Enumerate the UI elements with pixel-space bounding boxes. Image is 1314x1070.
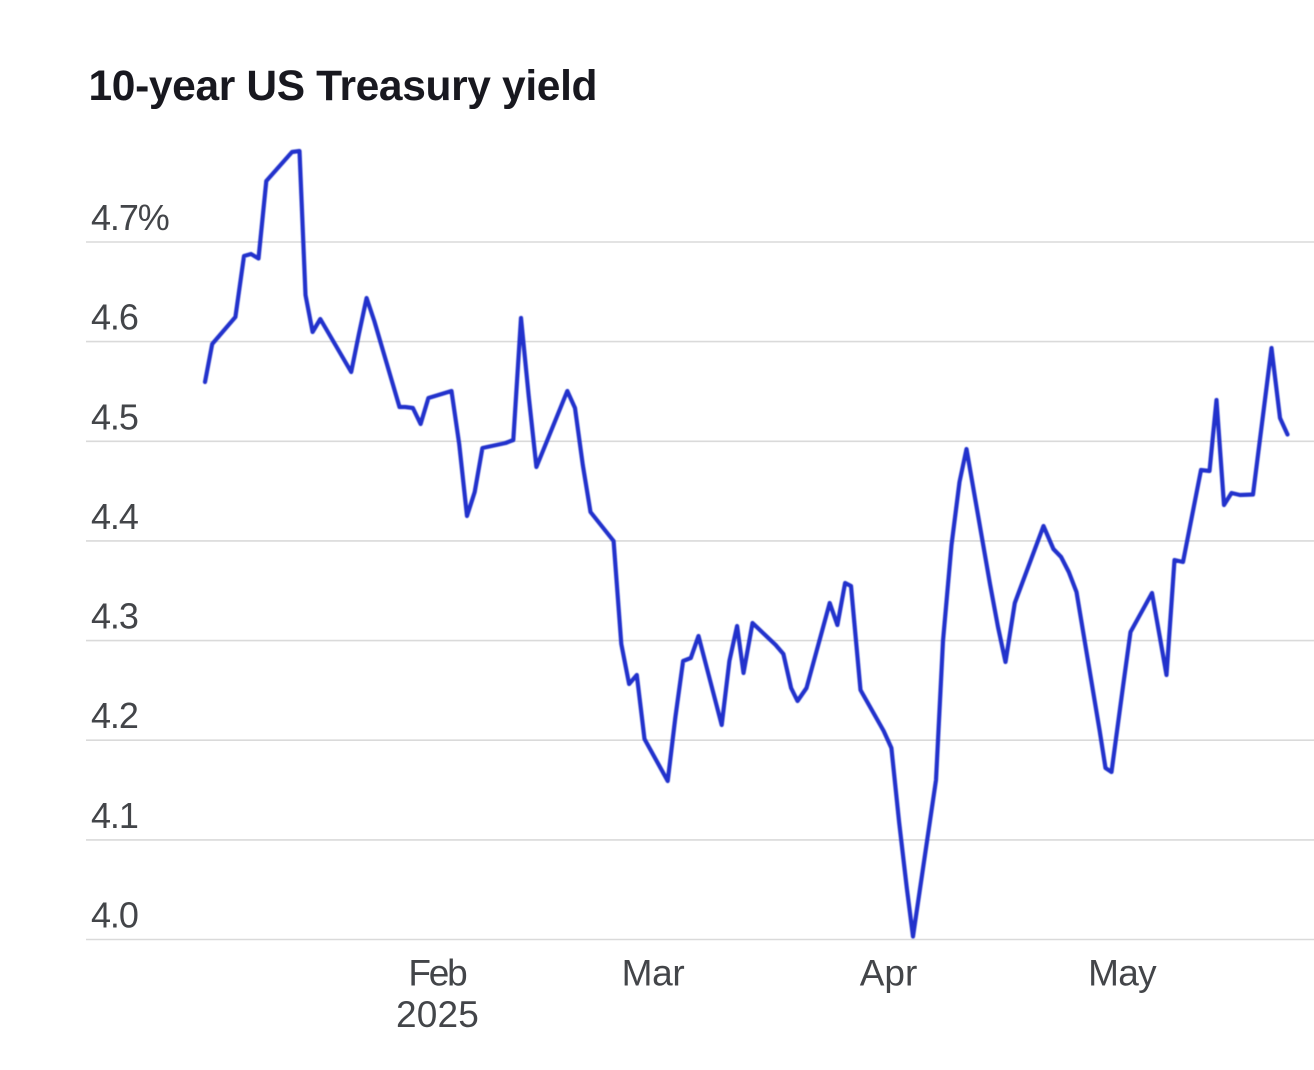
svg-text:4.2: 4.2 xyxy=(91,695,138,736)
svg-text:10-year US Treasury yield: 10-year US Treasury yield xyxy=(89,63,598,110)
svg-text:Feb: Feb xyxy=(408,953,467,994)
svg-text:Mar: Mar xyxy=(622,953,685,994)
svg-text:Apr: Apr xyxy=(860,953,918,994)
svg-text:4.7%: 4.7% xyxy=(91,197,169,238)
svg-text:4.4: 4.4 xyxy=(91,496,138,537)
svg-text:2025: 2025 xyxy=(396,994,479,1035)
svg-text:May: May xyxy=(1088,953,1157,994)
svg-text:4.3: 4.3 xyxy=(91,596,138,637)
svg-text:4.5: 4.5 xyxy=(91,396,138,437)
svg-text:4.0: 4.0 xyxy=(91,895,138,936)
svg-text:4.1: 4.1 xyxy=(91,795,138,836)
svg-text:4.6: 4.6 xyxy=(91,297,138,338)
